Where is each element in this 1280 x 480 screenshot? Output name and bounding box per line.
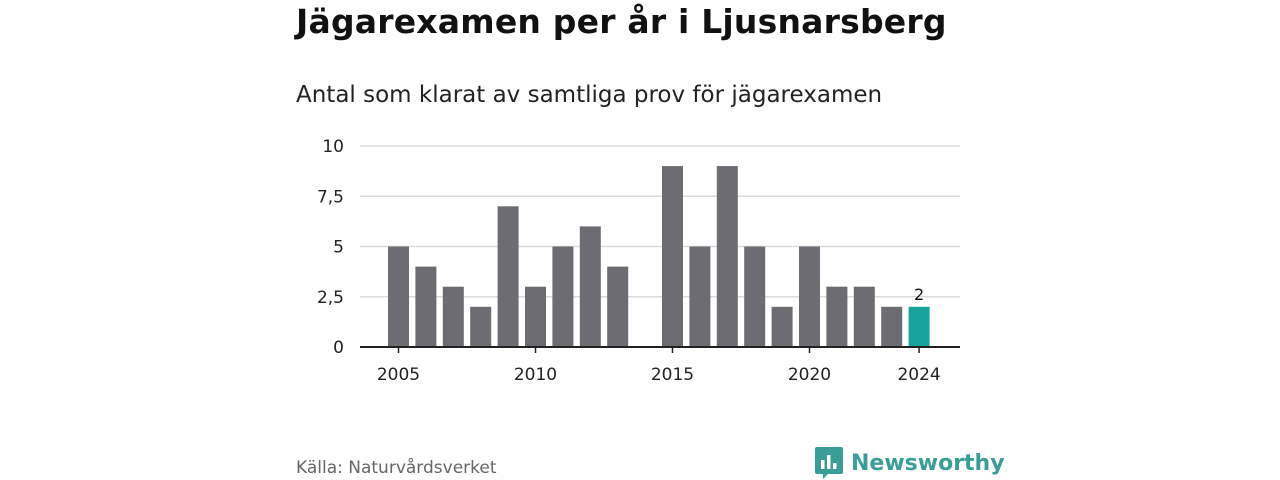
x-tick-label: 2015 — [651, 365, 694, 385]
bar-2006 — [415, 266, 437, 347]
x-tick-label: 2024 — [897, 365, 940, 385]
bar-2009 — [497, 206, 519, 347]
source-note: Källa: Naturvårdsverket — [296, 458, 497, 478]
bar-2008 — [470, 306, 492, 347]
y-tick-label: 7,5 — [317, 187, 344, 207]
bar-2020 — [799, 246, 820, 347]
chart-title: Jägarexamen per år i Ljusnarsberg — [296, 2, 947, 41]
chart-subtitle: Antal som klarat av samtliga prov för jä… — [296, 82, 883, 108]
bar-2019 — [771, 306, 793, 347]
x-tick-label: 2010 — [514, 365, 557, 385]
bar-2007 — [442, 286, 464, 347]
bar-chart: 0 2,5 5 7,5 10 2005 2010 2015 2020 2024 2 — [317, 137, 960, 385]
bar-2012 — [579, 226, 601, 347]
bar-2022 — [853, 286, 875, 347]
data-label: 2 — [914, 285, 924, 304]
bar-2013 — [607, 266, 629, 347]
bar-2005 — [388, 246, 409, 347]
y-tick-label: 2,5 — [317, 288, 344, 308]
bar-2011 — [552, 246, 574, 347]
y-tick-label: 10 — [322, 137, 344, 157]
x-axis: 2005 2010 2015 2020 2024 — [360, 346, 960, 385]
bar-2021 — [826, 286, 848, 347]
bar-2015 — [662, 166, 683, 347]
bar-2024 — [908, 306, 930, 347]
x-tick-label: 2005 — [377, 365, 420, 385]
bar-2016 — [689, 246, 711, 347]
bar-chart-speech-bubble-icon — [815, 447, 843, 479]
data-labels: 2 — [914, 285, 924, 304]
y-tick-label: 0 — [333, 338, 344, 358]
y-tick-label: 5 — [333, 238, 344, 258]
bar-2017 — [716, 166, 738, 347]
bar-2018 — [744, 246, 766, 347]
gridlines — [360, 145, 960, 298]
bar-2010 — [525, 286, 546, 347]
brand-name: Newsworthy — [851, 450, 1005, 476]
bar-2023 — [881, 306, 903, 347]
brand-logo: Newsworthy — [815, 447, 1005, 479]
bars — [388, 166, 930, 347]
x-tick-label: 2020 — [788, 365, 831, 385]
y-axis-tick-labels: 0 2,5 5 7,5 10 — [317, 137, 344, 358]
